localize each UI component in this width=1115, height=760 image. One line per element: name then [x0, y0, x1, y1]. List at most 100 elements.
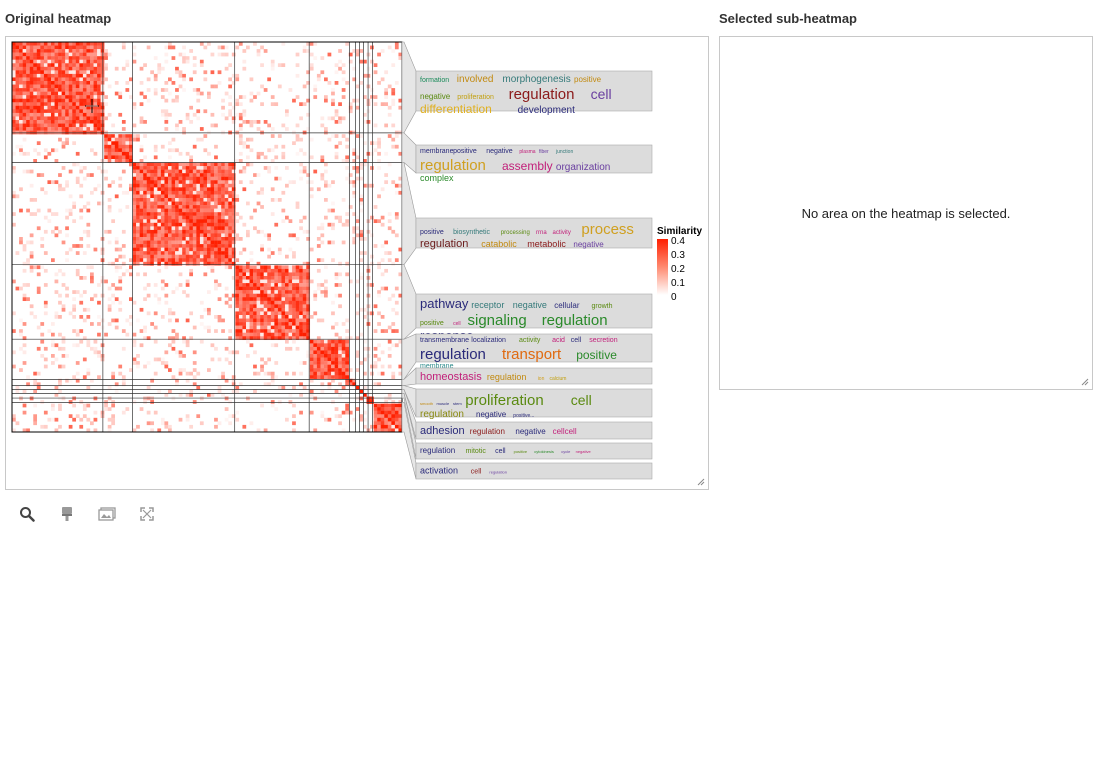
heatmap-cell[interactable] [192, 368, 197, 372]
heatmap-cell[interactable] [384, 421, 389, 426]
heatmap-cell[interactable] [182, 254, 186, 259]
heatmap-cell[interactable] [214, 169, 218, 174]
heatmap-cell[interactable] [189, 159, 194, 163]
heatmap-cell[interactable] [217, 421, 222, 426]
heatmap-cell[interactable] [274, 144, 279, 149]
heatmap-cell[interactable] [86, 109, 91, 114]
heatmap-cell[interactable] [19, 49, 23, 53]
heatmap-cell[interactable] [22, 261, 27, 266]
heatmap-cell[interactable] [192, 251, 197, 255]
heatmap-cell[interactable] [160, 183, 165, 188]
heatmap-cell[interactable] [75, 91, 80, 96]
heatmap-cell[interactable] [40, 91, 45, 96]
heatmap-cell[interactable] [82, 81, 87, 85]
heatmap-cell[interactable] [270, 276, 275, 280]
heatmap-cell[interactable] [384, 417, 389, 422]
heatmap-cell[interactable] [33, 84, 38, 89]
heatmap-cell[interactable] [168, 424, 172, 429]
heatmap-cell[interactable] [143, 95, 147, 99]
heatmap-cell[interactable] [267, 322, 272, 326]
heatmap-cell[interactable] [97, 42, 101, 46]
heatmap-cell[interactable] [203, 194, 208, 199]
heatmap-cell[interactable] [164, 180, 169, 185]
heatmap-cell[interactable] [26, 382, 30, 387]
heatmap-cell[interactable] [235, 198, 240, 202]
heatmap-cell[interactable] [373, 428, 378, 433]
heatmap-cell[interactable] [47, 45, 52, 50]
heatmap-cell[interactable] [58, 183, 62, 188]
heatmap-cell[interactable] [143, 297, 147, 302]
heatmap-cell[interactable] [185, 293, 190, 298]
heatmap-cell[interactable] [192, 63, 197, 68]
heatmap-cell[interactable] [43, 120, 48, 124]
heatmap-cell[interactable] [203, 258, 208, 263]
heatmap-cell[interactable] [22, 361, 27, 365]
heatmap-cell[interactable] [189, 371, 194, 376]
heatmap-cell[interactable] [72, 417, 77, 422]
heatmap-cell[interactable] [40, 95, 45, 99]
heatmap-cell[interactable] [331, 375, 335, 380]
heatmap-cell[interactable] [277, 251, 282, 255]
heatmap-cell[interactable] [295, 325, 300, 330]
heatmap-cell[interactable] [29, 63, 34, 68]
heatmap-cell[interactable] [221, 45, 225, 50]
heatmap-cell[interactable] [274, 293, 279, 298]
heatmap-cell[interactable] [210, 180, 215, 185]
heatmap-cell[interactable] [231, 258, 236, 263]
heatmap-cell[interactable] [114, 258, 119, 263]
heatmap-cell[interactable] [104, 144, 108, 149]
heatmap-cell[interactable] [132, 194, 137, 199]
heatmap-cell[interactable] [242, 424, 247, 429]
heatmap-cell[interactable] [324, 290, 328, 294]
heatmap-cell[interactable] [394, 414, 399, 419]
heatmap-cell[interactable] [380, 403, 385, 408]
heatmap-cell[interactable] [377, 403, 381, 408]
heatmap-cell[interactable] [12, 428, 16, 433]
heatmap-cell[interactable] [313, 375, 318, 380]
heatmap-cell[interactable] [75, 332, 80, 337]
heatmap-cell[interactable] [136, 240, 140, 245]
heatmap-cell[interactable] [51, 407, 55, 411]
heatmap-cell[interactable] [214, 180, 218, 185]
heatmap-cell[interactable] [373, 148, 378, 153]
heatmap-cell[interactable] [136, 229, 140, 234]
heatmap-cell[interactable] [65, 81, 69, 85]
heatmap-cell[interactable] [235, 385, 240, 390]
heatmap-cell[interactable] [217, 283, 222, 287]
heatmap-cell[interactable] [107, 240, 112, 245]
heatmap-cell[interactable] [75, 109, 80, 114]
heatmap-cell[interactable] [324, 286, 328, 291]
heatmap-cell[interactable] [260, 272, 264, 277]
heatmap-cell[interactable] [157, 198, 162, 202]
heatmap-cell[interactable] [224, 173, 229, 177]
heatmap-cell[interactable] [214, 155, 218, 160]
heatmap-cell[interactable] [221, 112, 225, 117]
heatmap-cell[interactable] [263, 325, 268, 330]
heatmap-cell[interactable] [324, 371, 328, 376]
heatmap-cell[interactable] [182, 52, 186, 57]
heatmap-cell[interactable] [40, 400, 45, 404]
heatmap-cell[interactable] [139, 162, 144, 167]
heatmap-cell[interactable] [189, 389, 194, 394]
heatmap-cell[interactable] [157, 237, 162, 241]
heatmap-cell[interactable] [164, 212, 169, 216]
heatmap-cell[interactable] [253, 173, 257, 177]
heatmap-cell[interactable] [281, 336, 286, 341]
heatmap-cell[interactable] [168, 215, 172, 220]
heatmap-cell[interactable] [270, 134, 275, 138]
heatmap-cell[interactable] [47, 88, 52, 92]
heatmap-cell[interactable] [189, 49, 194, 53]
heatmap-cell[interactable] [65, 112, 69, 117]
heatmap-cell[interactable] [324, 77, 328, 82]
heatmap-cell[interactable] [125, 59, 130, 64]
heatmap-cell[interactable] [54, 226, 59, 231]
heatmap-cell[interactable] [65, 251, 69, 255]
heatmap-cell[interactable] [146, 219, 151, 224]
heatmap-cell[interactable] [61, 396, 66, 401]
heatmap-cell[interactable] [22, 91, 27, 96]
heatmap-cell[interactable] [132, 219, 137, 224]
heatmap-cell[interactable] [150, 215, 155, 220]
heatmap-cell[interactable] [168, 343, 172, 348]
heatmap-cell[interactable] [107, 322, 112, 326]
heatmap-cell[interactable] [302, 276, 307, 280]
